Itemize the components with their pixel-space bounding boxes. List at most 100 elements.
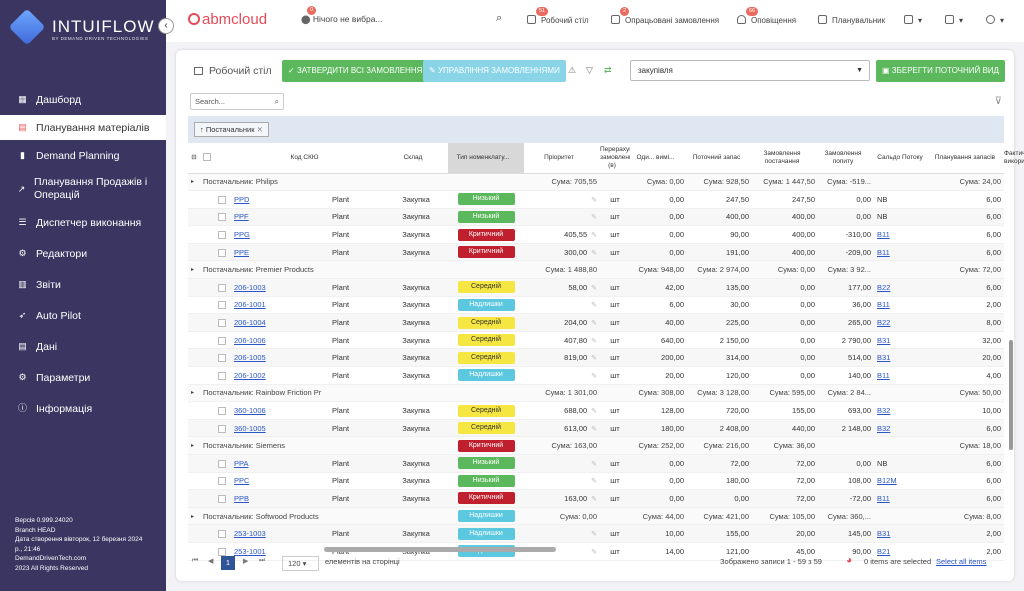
sku-link[interactable]: 253-1001 [234,546,266,556]
sku-link[interactable]: 206-1005 [234,353,266,363]
row-select[interactable] [213,401,231,420]
sku-cell[interactable]: 253-1003 [231,524,329,543]
current-page[interactable]: 1 [221,556,235,570]
sku-cell[interactable]: PPG [231,225,329,244]
pencil-icon[interactable]: ✎ [591,531,597,539]
sku-link[interactable]: 253-1003 [234,529,266,539]
row-select[interactable] [213,454,231,473]
logo[interactable]: INTUIFLOW [8,8,155,46]
expand-all-header[interactable]: ⊟ [188,143,200,174]
row-checkbox[interactable] [218,231,226,240]
refresh-icon[interactable]: ⇄ [604,65,612,75]
column-header[interactable]: Оди... вимі... [630,143,687,174]
recalc-cell[interactable]: 688,00 ✎ [524,401,600,420]
approve-all-orders-button[interactable]: ✓ ЗАТВЕРДИТИ ВСІ ЗАМОВЛЕННЯ [282,60,429,82]
sidebar-item-10[interactable]: ⓘ Інформація [0,393,166,424]
workspace-link[interactable]: 51 Робочий стіл [527,7,589,25]
plan-link[interactable]: B31 [877,335,891,345]
group-row[interactable]: ▸ Постачальник: Softwood Products Надлишки… [188,507,1004,526]
processed-orders-link[interactable]: 2 Опрацьовані замовлення [611,7,719,25]
row-checkbox[interactable] [218,477,226,486]
plan-cell[interactable]: B11 [874,243,932,262]
table-row[interactable]: 360-1006 Plant Закупка Середній 688,00 ✎ шт 128… [188,401,1004,420]
sku-link[interactable]: 206-1003 [234,282,266,292]
pencil-icon[interactable]: ✎ [591,355,597,363]
recalc-cell[interactable]: ✎ [524,524,600,543]
chart-menu[interactable]: ▾ [904,15,922,25]
row-checkbox[interactable] [218,248,226,257]
row-select[interactable] [213,366,231,385]
group-chip-supplier[interactable]: ↑ Постачальник ✕ [194,122,269,137]
row-select[interactable] [213,225,231,244]
sidebar-item-7[interactable]: ➶ Auto Pilot [0,300,166,331]
sku-cell[interactable]: PPF [231,208,329,227]
sku-cell[interactable]: 206-1006 [231,331,329,350]
table-row[interactable]: 253-1003 Plant Закупка Надлишки ✎ шт 10,00 155,… [188,524,1004,543]
sku-link[interactable]: PPC [234,476,250,486]
column-header[interactable]: Склад [384,143,448,174]
recalc-cell[interactable]: 613,00 ✎ [524,419,600,438]
recalc-cell[interactable]: 300,00 ✎ [524,243,600,262]
row-checkbox[interactable] [218,407,226,416]
pencil-icon[interactable]: ✎ [591,495,597,503]
sidebar-item-0[interactable]: ▦ Дашборд [0,84,166,115]
row-checkbox[interactable] [218,213,226,222]
language-menu[interactable]: ▾ [945,15,963,25]
table-row[interactable]: PPD Plant Закупка Низький ✎ шт 0,00 247,50 247,5… [188,190,1004,209]
sidebar-item-4[interactable]: ☰ Диспетчер виконання [0,207,166,238]
pencil-icon[interactable]: ✎ [591,478,597,486]
sku-cell[interactable]: PPE [231,243,329,262]
plan-cell[interactable]: NB [874,454,932,473]
save-view-button[interactable]: ▣ ЗБЕРЕГТИ ПОТОЧНИЙ ВИД [876,60,1005,82]
sku-cell[interactable]: PPB [231,489,329,508]
row-select[interactable] [213,190,231,209]
sku-link[interactable]: 206-1001 [234,300,266,310]
plan-cell[interactable]: B11 [874,225,932,244]
pencil-icon[interactable]: ✎ [591,320,597,328]
column-header[interactable]: Перерахунок замовлення (в) [600,143,639,174]
plan-link[interactable]: B11 [877,300,890,310]
pencil-icon[interactable]: ✎ [591,214,597,222]
location-selector[interactable]: ⬤ 0 Нічого не вибра... [301,6,383,25]
row-checkbox[interactable] [218,354,226,363]
recalc-cell[interactable]: ✎ [524,472,600,491]
row-select[interactable] [213,472,231,491]
row-select[interactable] [213,419,231,438]
table-row[interactable]: PPC Plant Закупка Низький ✎ шт 0,00 180,00 72,00… [188,472,1004,491]
sku-link[interactable]: PPE [234,247,250,257]
table-row[interactable]: PPB Plant Закупка Критичний 163,00 ✎ шт 0,00 0,0… [188,489,1004,508]
recalc-cell[interactable]: ✎ [524,454,600,473]
pencil-icon[interactable]: ✎ [591,284,597,292]
pencil-icon[interactable]: ✎ [591,249,597,257]
plan-cell[interactable]: B32 [874,419,932,438]
row-checkbox[interactable] [218,336,226,345]
sku-cell[interactable]: 206-1002 [231,366,329,385]
row-checkbox[interactable] [218,424,226,433]
recalc-cell[interactable]: ✎ [524,542,600,561]
row-checkbox[interactable] [218,459,226,468]
plan-link[interactable]: B11 [877,493,890,503]
table-row[interactable]: PPF Plant Закупка Низький ✎ шт 0,00 400,00 400,0… [188,208,1004,227]
row-select[interactable] [213,278,231,297]
sidebar-item-6[interactable]: ▥ Звіти [0,269,166,300]
group-toggle[interactable]: ▸ [188,260,200,280]
column-header[interactable]: Код СКЮ [231,143,384,174]
next-page-icon[interactable]: ▶ [243,558,249,565]
search-icon[interactable]: ⌕ [496,12,503,24]
page-size-select[interactable]: 120 ▾ [282,556,319,571]
group-toggle[interactable]: ▸ [188,173,200,192]
plan-link[interactable]: B11 [877,247,890,257]
plan-cell[interactable]: B12M [874,472,932,491]
pencil-icon[interactable]: ✎ [591,232,597,240]
row-checkbox[interactable] [218,494,226,503]
recalc-cell[interactable]: 163,00 ✎ [524,489,600,508]
recalc-cell[interactable]: ✎ [524,366,600,385]
row-checkbox[interactable] [218,371,226,380]
sku-cell[interactable]: 360-1005 [231,419,329,438]
row-select[interactable] [213,243,231,262]
row-select[interactable] [213,348,231,368]
close-icon[interactable]: ✕ [256,125,263,134]
recalc-cell[interactable]: 204,00 ✎ [524,313,600,332]
notifications-link[interactable]: 66 Оповіщення [737,7,796,25]
user-menu[interactable]: ▾ [986,15,1004,25]
